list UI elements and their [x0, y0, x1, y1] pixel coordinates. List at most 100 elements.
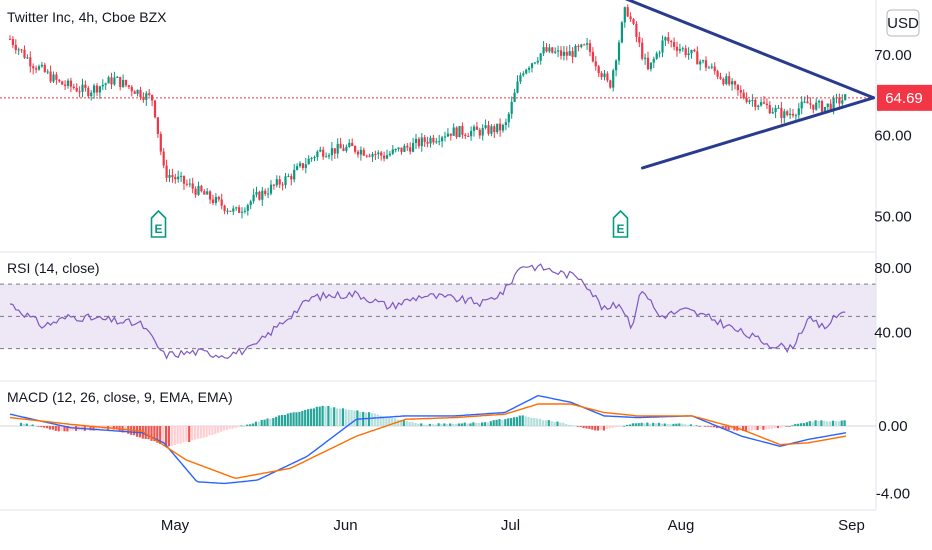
macd-histogram-bar [63, 426, 66, 432]
pane-separators[interactable] [0, 0, 877, 511]
macd-histogram-bar [492, 420, 495, 426]
candle-body [548, 47, 551, 52]
candle-body [275, 179, 278, 186]
macd-histogram-bar [164, 426, 168, 446]
earnings-flag-icon [150, 209, 167, 238]
macd-histogram-bar [66, 426, 69, 432]
macd-histogram-bar [478, 423, 481, 426]
macd-histogram-bar [512, 417, 516, 426]
candle-body [267, 193, 270, 195]
candle-body [252, 194, 255, 202]
candle-body [803, 101, 806, 103]
candle-body [751, 99, 754, 101]
candle-body [435, 141, 438, 143]
macd-histogram-bar [515, 417, 518, 426]
candle-body [403, 145, 406, 152]
candle-body [284, 176, 287, 186]
candle-body [675, 46, 679, 51]
macd-histogram-bar [684, 424, 687, 426]
candle-body [72, 86, 75, 88]
trendlines[interactable] [615, 0, 875, 170]
macd-histogram-bar [582, 426, 585, 429]
candle-body [394, 149, 397, 151]
candle-body [707, 67, 710, 69]
currency-badge[interactable] [886, 9, 920, 37]
macd-histogram-bar [808, 421, 811, 426]
macd-histogram-bar [501, 419, 504, 426]
macd-histogram-bar [254, 421, 257, 426]
candle-body [261, 190, 264, 200]
candle-body [536, 60, 539, 63]
macd-histogram-bar [196, 426, 199, 439]
macd-histogram-bar [454, 423, 458, 426]
macd-histogram-bar [811, 421, 814, 426]
candle-body [168, 175, 171, 178]
candle-body [214, 196, 217, 203]
macd-histogram-bar [678, 423, 681, 426]
candle-body [646, 57, 650, 70]
macd-histogram-bar [597, 426, 600, 431]
candle-body [293, 169, 296, 180]
candle-body [287, 176, 290, 178]
earnings-marker[interactable]: E [612, 209, 629, 238]
candle-body [475, 126, 478, 130]
candle-body [406, 145, 409, 148]
macd-histogram-bar [22, 423, 25, 426]
rsi-tick-label: 80.00 [874, 260, 912, 277]
macd-histogram-bar [469, 423, 472, 426]
macd-histogram-bar [399, 419, 402, 426]
candle-body [449, 133, 452, 136]
earnings-marker[interactable]: E [150, 209, 167, 238]
candle-body [351, 142, 354, 147]
triangle-trendline[interactable] [615, 0, 875, 100]
right-price-axis[interactable]: 70.00 60.00 50.00 80.00 40.00 0.00 -4.00 USD 64.… [874, 9, 932, 503]
macd-histogram-bar [843, 420, 846, 426]
macd-histogram-bar [840, 420, 843, 426]
candle-body [844, 94, 847, 101]
macd-histogram-bar [742, 426, 745, 431]
candle-body [180, 175, 183, 177]
macd-histogram-bar [541, 420, 545, 426]
macd-histogram-bar [556, 421, 559, 426]
macd-histogram-bar [280, 414, 284, 426]
triangle-trendline[interactable] [641, 96, 875, 170]
candle-body [223, 205, 226, 212]
time-axis[interactable]: May Jun Jul Aug Sep [161, 517, 865, 534]
macd-histogram-bar [527, 416, 530, 426]
candle-body [64, 84, 67, 86]
macd-histogram-bar [472, 422, 475, 426]
macd-histogram-bar [579, 426, 582, 427]
macd-histogram-bar [649, 423, 652, 426]
macd-histogram-bar [347, 409, 350, 426]
macd-histogram-bar [463, 422, 466, 426]
macd-histogram-bar [150, 426, 153, 441]
rsi-pane[interactable]: RSI (14, close) [0, 260, 876, 360]
earnings-marker-label: E [616, 222, 624, 236]
candle-body [194, 188, 197, 195]
macd-histogram-bar [611, 426, 614, 428]
candle-body [609, 80, 612, 88]
candle-body [162, 151, 165, 166]
candle-body [696, 51, 699, 65]
macd-histogram-bar [646, 422, 649, 426]
candle-body [823, 106, 826, 112]
candle-body [820, 101, 824, 112]
macd-histogram-bar [185, 426, 188, 442]
candle-body [612, 70, 615, 88]
macd-histogram-bar [620, 426, 623, 427]
candle-body [496, 123, 499, 133]
macd-histogram-bar [631, 423, 634, 426]
macd-histogram-bar [46, 426, 49, 429]
candle-body [464, 134, 467, 136]
macd-pane[interactable]: MACD (12, 26, close, 9, EMA, EMA) [0, 389, 876, 485]
macd-histogram-bar [623, 425, 626, 427]
macd-histogram-bar [275, 416, 278, 426]
candle-body [446, 133, 449, 137]
macd-histogram-bar [222, 426, 226, 431]
macd-histogram-bar [573, 425, 576, 427]
signal-line [9, 403, 847, 480]
macd-histogram-bar [425, 424, 429, 426]
